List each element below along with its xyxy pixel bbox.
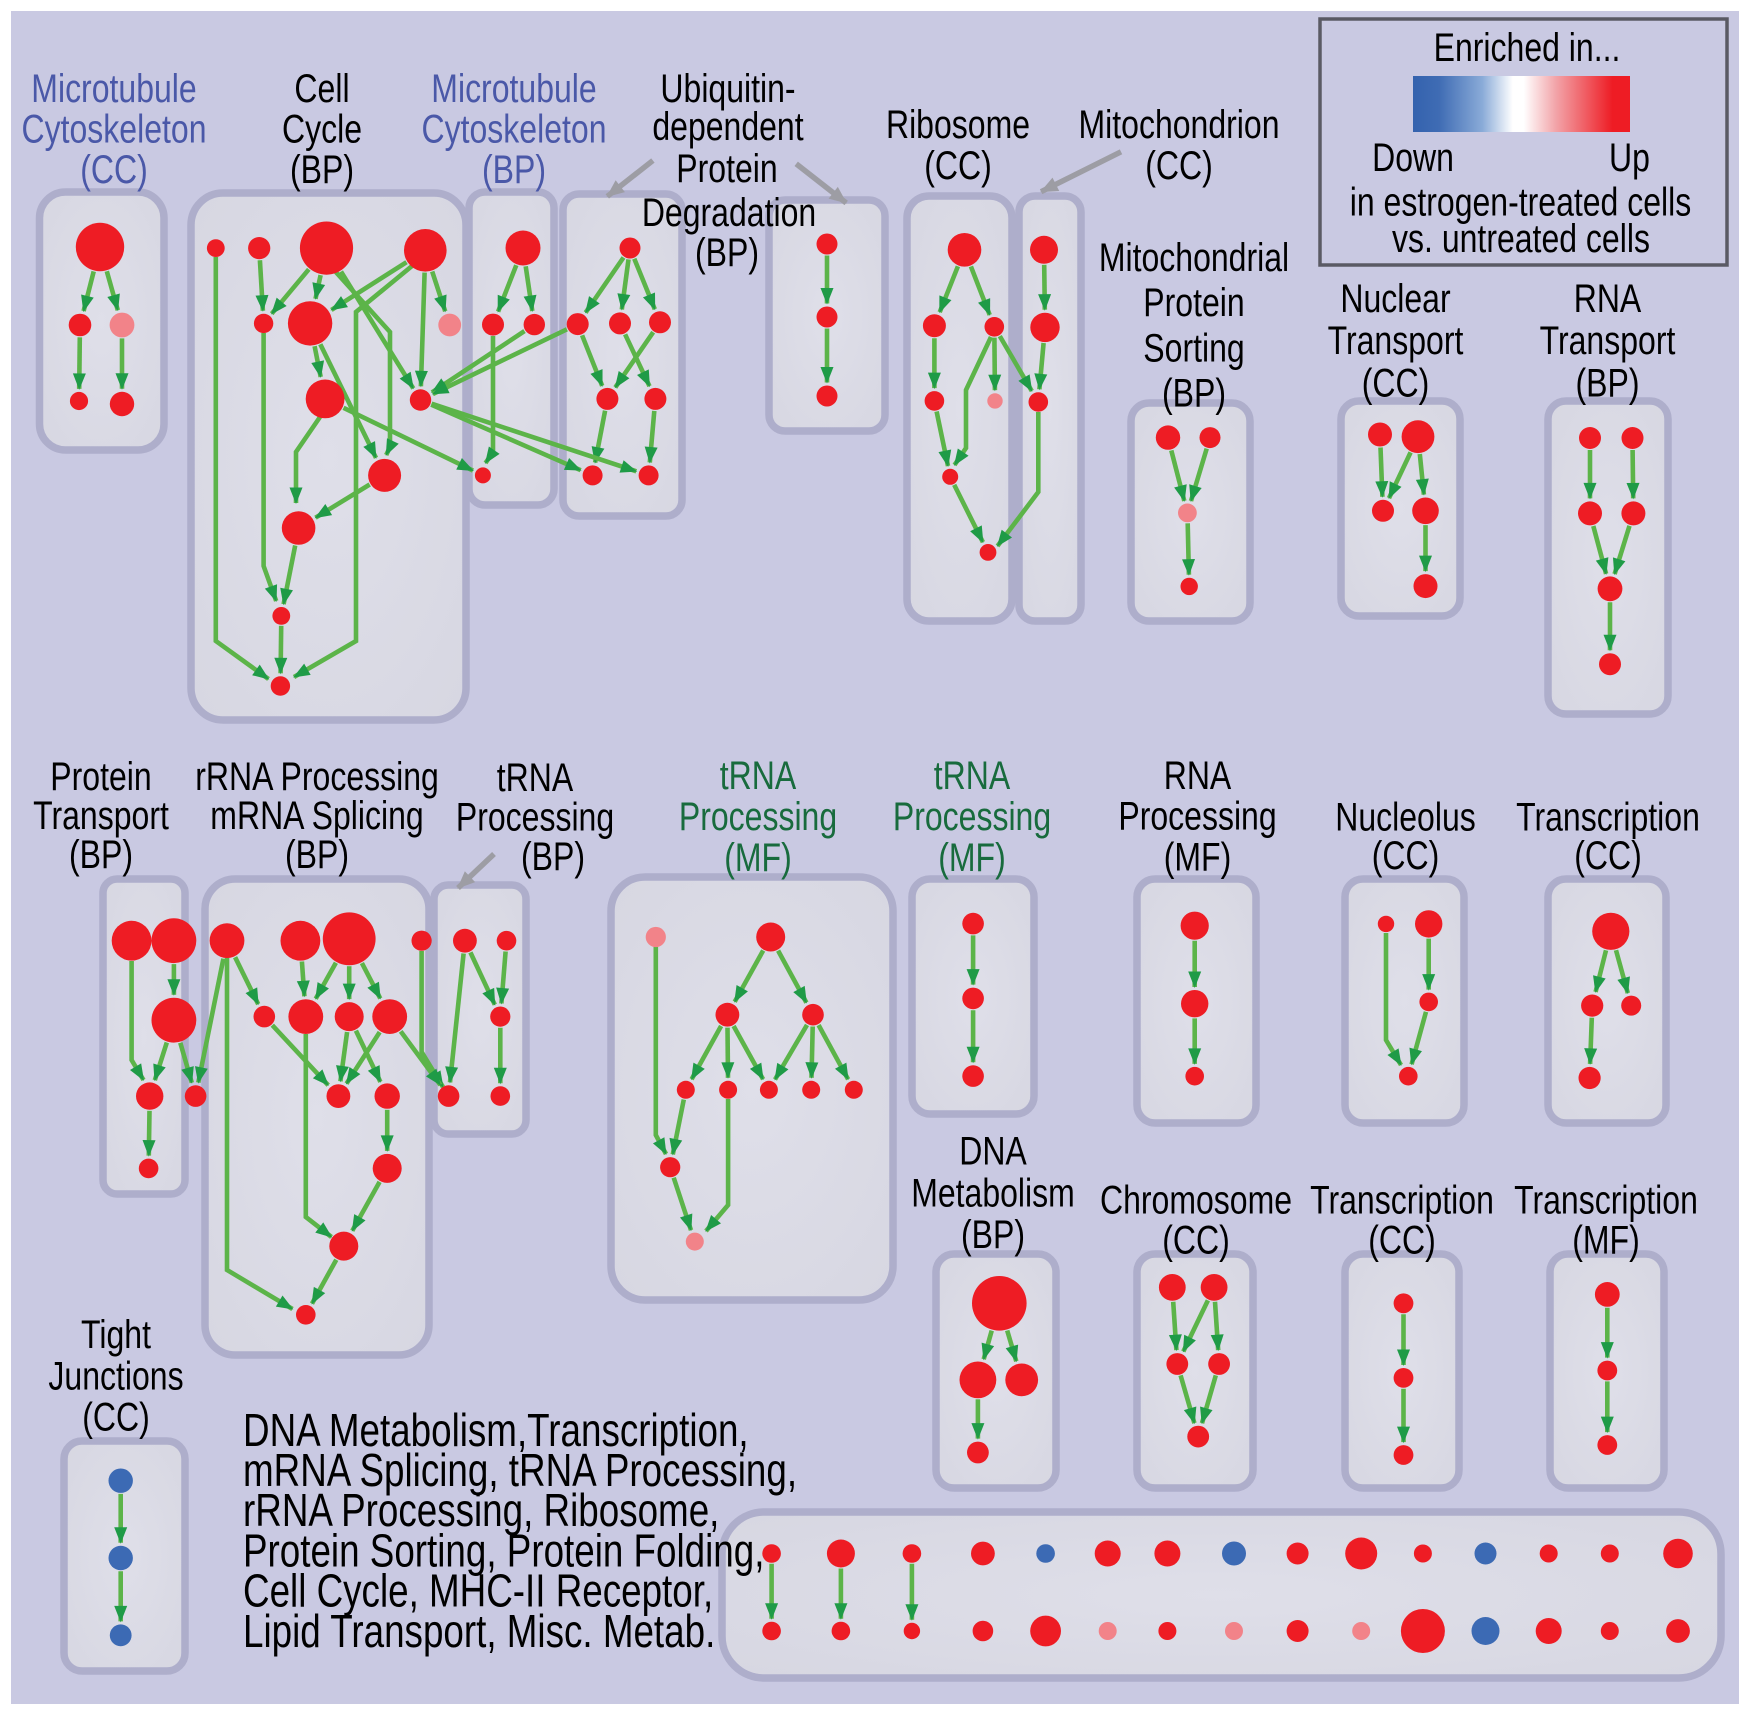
svg-text:DNA Metabolism,Transcription,: DNA Metabolism,Transcription,: [243, 1404, 749, 1456]
svg-text:dependent: dependent: [652, 103, 803, 148]
svg-text:(MF): (MF): [724, 835, 792, 880]
svg-text:Down: Down: [1372, 135, 1454, 180]
svg-text:Transcription: Transcription: [1310, 1177, 1494, 1222]
svg-text:tRNA: tRNA: [720, 752, 797, 797]
svg-text:RNA: RNA: [1164, 752, 1232, 797]
svg-text:Transport: Transport: [1328, 318, 1464, 363]
svg-text:RNA: RNA: [1574, 275, 1642, 320]
svg-text:Protein: Protein: [1143, 280, 1244, 325]
svg-text:Cell Cycle, MHC-II Receptor,: Cell Cycle, MHC-II Receptor,: [243, 1565, 713, 1617]
svg-text:Mitochondrion: Mitochondrion: [1079, 101, 1280, 146]
svg-text:Transport: Transport: [1540, 318, 1676, 363]
svg-text:Chromosome: Chromosome: [1100, 1177, 1292, 1222]
svg-text:Transcription: Transcription: [1516, 794, 1700, 839]
svg-text:(CC): (CC): [1145, 142, 1213, 187]
svg-text:(MF): (MF): [1164, 834, 1232, 879]
svg-text:(BP): (BP): [521, 834, 585, 879]
svg-text:Ribosome: Ribosome: [886, 101, 1030, 146]
svg-text:(CC): (CC): [924, 142, 992, 187]
svg-text:vs. untreated cells: vs. untreated cells: [1392, 215, 1650, 260]
svg-text:(CC): (CC): [82, 1394, 150, 1439]
svg-text:tRNA: tRNA: [934, 752, 1011, 797]
svg-text:Cytoskeleton: Cytoskeleton: [22, 106, 207, 151]
svg-text:Processing: Processing: [456, 794, 614, 839]
svg-text:(CC): (CC): [1368, 1217, 1436, 1262]
svg-text:(CC): (CC): [1162, 1217, 1230, 1262]
svg-text:(BP): (BP): [290, 146, 354, 191]
svg-text:Ubiquitin-: Ubiquitin-: [660, 65, 795, 110]
svg-text:Sorting: Sorting: [1143, 325, 1244, 370]
svg-text:DNA: DNA: [959, 1128, 1027, 1173]
svg-text:Metabolism: Metabolism: [911, 1170, 1075, 1215]
svg-text:(BP): (BP): [1576, 360, 1640, 405]
svg-text:Mitochondrial: Mitochondrial: [1099, 234, 1289, 279]
svg-text:Microtubule: Microtubule: [431, 65, 596, 110]
svg-text:in estrogen-treated cells: in estrogen-treated cells: [1350, 179, 1691, 224]
svg-text:Tight: Tight: [81, 1312, 151, 1357]
svg-text:Processing: Processing: [893, 794, 1051, 839]
svg-text:Nucleolus: Nucleolus: [1335, 794, 1476, 839]
svg-text:(BP): (BP): [69, 832, 133, 877]
svg-text:(BP): (BP): [285, 832, 349, 877]
svg-text:mRNA Splicing: mRNA Splicing: [210, 793, 423, 838]
svg-text:rRNA Processing, Ribosome,: rRNA Processing, Ribosome,: [243, 1484, 719, 1536]
svg-text:Transport: Transport: [33, 793, 169, 838]
svg-text:(MF): (MF): [1572, 1217, 1640, 1262]
svg-text:Transcription: Transcription: [1514, 1177, 1698, 1222]
svg-text:tRNA: tRNA: [497, 754, 574, 799]
svg-text:Junctions: Junctions: [48, 1353, 183, 1398]
svg-text:Enriched in...: Enriched in...: [1434, 25, 1621, 70]
svg-text:Protein: Protein: [676, 145, 777, 190]
svg-text:(BP): (BP): [482, 146, 546, 191]
svg-text:Up: Up: [1609, 135, 1650, 180]
svg-text:Cycle: Cycle: [282, 106, 362, 151]
svg-text:Cytoskeleton: Cytoskeleton: [422, 106, 607, 151]
svg-text:(MF): (MF): [938, 835, 1006, 880]
svg-text:(CC): (CC): [1574, 832, 1642, 877]
svg-text:(CC): (CC): [80, 146, 148, 191]
svg-text:rRNA Processing: rRNA Processing: [195, 753, 439, 798]
svg-text:Degradation: Degradation: [642, 189, 816, 234]
svg-text:(BP): (BP): [1162, 370, 1226, 415]
svg-text:Nuclear: Nuclear: [1340, 275, 1450, 320]
svg-text:Processing: Processing: [1118, 793, 1276, 838]
svg-text:Lipid Transport, Misc. Metab.: Lipid Transport, Misc. Metab.: [243, 1605, 715, 1657]
svg-text:Protein Sorting, Protein Foldi: Protein Sorting, Protein Folding,: [243, 1524, 764, 1576]
svg-text:mRNA Splicing, tRNA Processing: mRNA Splicing, tRNA Processing,: [243, 1444, 797, 1496]
svg-text:Cell: Cell: [294, 65, 349, 110]
svg-text:Processing: Processing: [679, 794, 837, 839]
svg-text:(CC): (CC): [1372, 832, 1440, 877]
svg-text:Protein: Protein: [50, 753, 151, 798]
svg-text:(CC): (CC): [1362, 360, 1430, 405]
svg-text:(BP): (BP): [961, 1211, 1025, 1256]
svg-text:Microtubule: Microtubule: [31, 65, 196, 110]
svg-text:(BP): (BP): [695, 229, 759, 274]
